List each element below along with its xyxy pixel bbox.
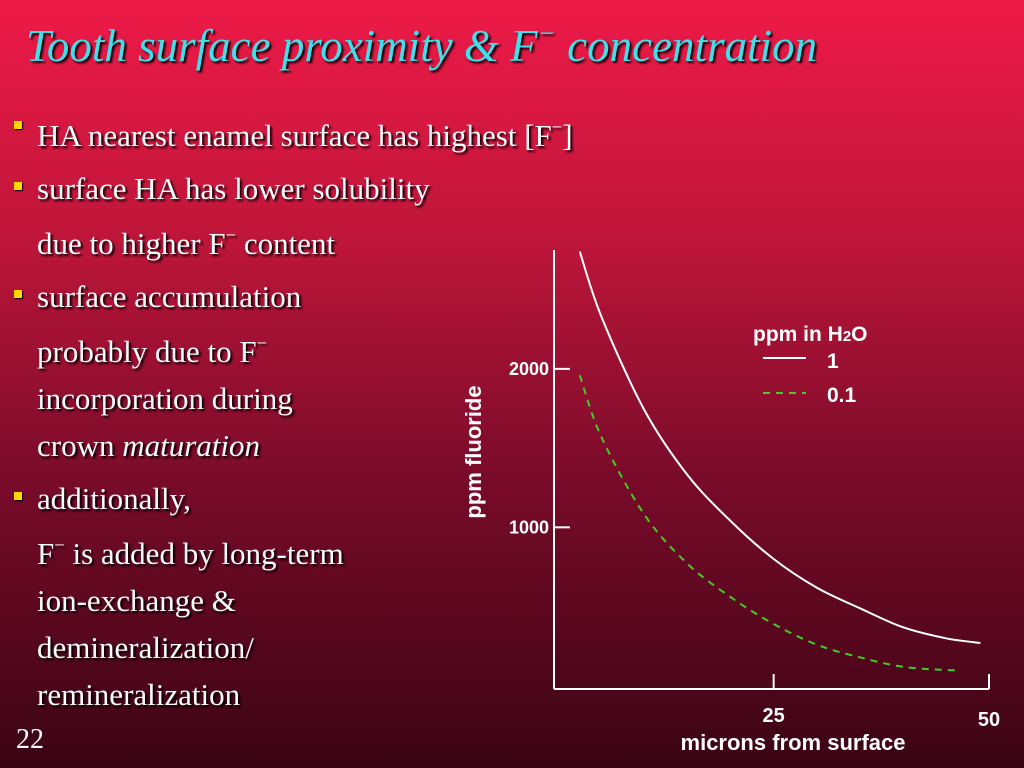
bullet-text: incorporation during bbox=[37, 381, 293, 417]
bullet-text: surface accumulation bbox=[37, 279, 302, 315]
bullet-text: ion-exchange & bbox=[37, 583, 236, 619]
bullet-line: additionally, bbox=[37, 475, 570, 522]
bullet-line: surface HA has lower solubility bbox=[37, 165, 570, 212]
bullet-line: F− is added by long-term bbox=[37, 522, 570, 577]
bullet-text: due to higher F bbox=[37, 226, 226, 262]
bullet-text: crown bbox=[37, 428, 123, 464]
bullet-line: HA nearest enamel surface has highest [F… bbox=[37, 104, 573, 159]
bullet-text: is added by long-term bbox=[64, 536, 344, 572]
bullet-marker-icon bbox=[14, 290, 22, 299]
bullet-text: remineralization bbox=[37, 677, 241, 713]
title-rest: concentration bbox=[555, 20, 818, 71]
bullet-text: content bbox=[236, 226, 336, 262]
bullet-text: surface HA has lower solubility bbox=[37, 171, 430, 207]
bullet-marker-icon bbox=[14, 121, 22, 129]
bullet-line: incorporation during bbox=[37, 375, 570, 422]
series-line-1 bbox=[578, 251, 981, 644]
bullet-item: surface HA has lower solubility due to hi… bbox=[10, 165, 570, 267]
bullet-text: maturation bbox=[122, 428, 261, 464]
superscript-text: − bbox=[225, 225, 237, 247]
slide-number: 22 bbox=[16, 724, 44, 755]
bullet-line: surface accumulation bbox=[37, 273, 570, 320]
bullet-text: additionally, bbox=[37, 481, 191, 517]
title-superscript: − bbox=[537, 18, 556, 48]
y-tick-label: 2000 bbox=[509, 359, 549, 379]
x-axis-label: microns from surface bbox=[681, 730, 906, 755]
superscript-text: − bbox=[54, 535, 65, 557]
bullet-list: HA nearest enamel surface has highest [F… bbox=[10, 104, 573, 718]
x-tick-label: 25 bbox=[763, 705, 785, 727]
bullet-line: demineralization/ bbox=[37, 624, 570, 671]
slide-title: Tooth surface proximity & F− concentrati… bbox=[26, 18, 817, 72]
bullet-text: F bbox=[37, 536, 55, 572]
series-line-0-1 bbox=[578, 374, 959, 672]
bullet-line: probably due to F− bbox=[37, 320, 570, 375]
bullet-marker-icon bbox=[14, 182, 22, 191]
bullet-line: remineralization bbox=[37, 671, 570, 718]
y-axis-label: ppm fluoride bbox=[461, 385, 486, 518]
bullet-marker-icon bbox=[14, 492, 22, 501]
bullet-line: due to higher F− content bbox=[37, 212, 570, 267]
bullet-text: probably due to F bbox=[37, 334, 257, 370]
title-main: Tooth surface proximity & F bbox=[26, 20, 538, 71]
x-tick-label: 50 bbox=[978, 709, 1000, 731]
legend-title: ppm in H2O bbox=[753, 323, 868, 346]
bullet-text: demineralization/ bbox=[37, 630, 254, 666]
legend: ppm in H2O 1 0.1 bbox=[753, 323, 868, 407]
legend-label-1: 1 bbox=[827, 350, 839, 373]
superscript-text: − bbox=[551, 117, 563, 138]
bullet-text: ] bbox=[562, 118, 573, 154]
bullet-item: surface accumulation probably due to F− in… bbox=[10, 273, 570, 469]
bullet-item: additionally, F− is added by long-term ion… bbox=[10, 475, 570, 718]
y-tick-label: 1000 bbox=[509, 517, 549, 537]
superscript-text: − bbox=[256, 333, 268, 355]
bullet-line: crown maturation bbox=[37, 422, 570, 469]
bullet-item: HA nearest enamel surface has highest [F… bbox=[10, 104, 573, 159]
bullet-text: HA nearest enamel surface has highest [F bbox=[37, 118, 552, 154]
bullet-line: ion-exchange & bbox=[37, 577, 570, 624]
legend-label-0-1: 0.1 bbox=[827, 384, 857, 407]
